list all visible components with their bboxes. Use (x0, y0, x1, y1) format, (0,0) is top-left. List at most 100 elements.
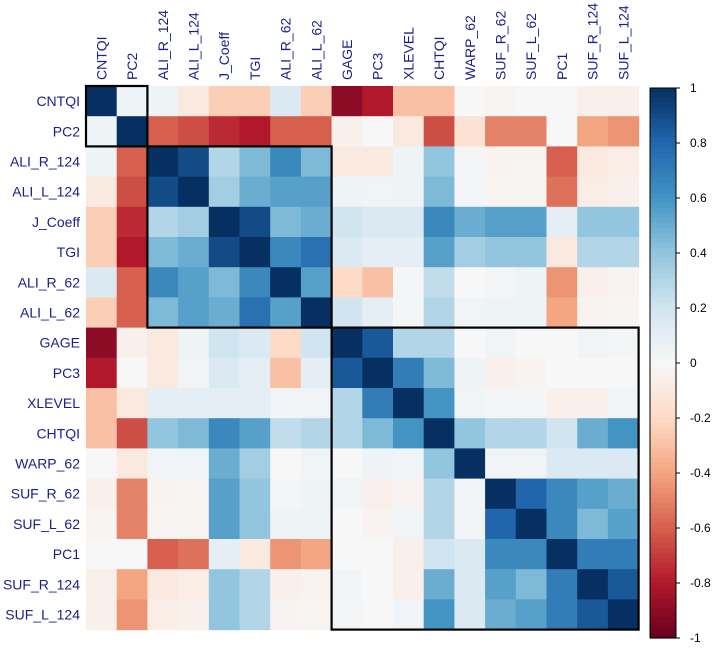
heatmap-cell-ALI_R_124-CNTQI (86, 146, 118, 178)
colorbar-segment (650, 393, 676, 399)
colorbar-segment (650, 258, 676, 264)
heatmap-cell-GAGE-WARP_62 (454, 327, 486, 359)
colorbar-segment (650, 293, 676, 299)
heatmap-cell-PC1-CNTQI (86, 539, 118, 570)
colorbar-segment (650, 368, 676, 374)
heatmap-cell-GAGE-ALI_R_124 (147, 327, 179, 359)
column-label-SUF_L_62: SUF_L_62 (523, 13, 539, 80)
heatmap-cell-CHTQI-SUF_L_62 (515, 418, 548, 449)
heatmap-cell-ALI_L_62-CHTQI (423, 297, 455, 329)
heatmap-cell-GAGE-PC1 (546, 327, 578, 359)
colorbar-segment (650, 573, 676, 579)
colorbar-segment (650, 503, 676, 509)
heatmap-cell-SUF_L_124-WARP_62 (454, 599, 486, 631)
heatmap-cell-ALI_R_62-GAGE (331, 267, 363, 298)
column-labels: CNTQI PC2 ALI_R_124 ALI_L_124 J_Coeff TGI ALI_… (93, 3, 631, 80)
heatmap-cell-SUF_R_62-GAGE (331, 478, 363, 510)
heatmap-cell-PC2-PC1 (546, 116, 578, 147)
colorbar-segment (650, 608, 676, 614)
heatmap-cell-SUF_L_62-PC2 (116, 508, 148, 540)
row-label-SUF_R_62: SUF_R_62 (11, 486, 80, 502)
colorbar-segment (650, 353, 676, 359)
colorbar-segment (650, 453, 676, 459)
colorbar-segment (650, 88, 676, 94)
heatmap-cell-PC2-TGI (239, 116, 271, 147)
heatmap-cell-CNTQI-SUF_R_62 (485, 86, 517, 117)
heatmap-cell-SUF_R_124-PC2 (116, 569, 148, 600)
heatmap-cell-SUF_L_124-ALI_R_124 (147, 599, 179, 631)
colorbar-segment (650, 593, 676, 599)
colorbar-segment (650, 423, 676, 429)
colorbar-segment (650, 348, 676, 354)
heatmap-cell-PC2-ALI_L_62 (300, 116, 333, 147)
heatmap-cell-PC2-SUF_R_62 (485, 116, 517, 147)
colorbar-segment (650, 183, 676, 189)
colorbar-segment (650, 428, 676, 434)
heatmap-cell-XLEVEL-WARP_62 (454, 388, 486, 419)
column-label-ALI_R_124: ALI_R_124 (155, 10, 171, 80)
colorbar-segment (650, 518, 676, 524)
heatmap-cell-PC2-WARP_62 (454, 116, 486, 147)
heatmap-cell-XLEVEL-GAGE (331, 388, 363, 419)
colorbar-segment (650, 203, 676, 209)
heatmap-cell-SUF_L_62-GAGE (331, 508, 363, 540)
heatmap-cell-ALI_R_62-ALI_R_124 (147, 267, 179, 298)
heatmap-cell-TGI-GAGE (331, 237, 363, 268)
heatmap-cell-WARP_62-PC2 (116, 448, 148, 480)
heatmap-cell-SUF_L_62-PC3 (362, 508, 394, 540)
heatmap-cell-PC1-TGI (239, 539, 271, 570)
heatmap-cell-XLEVEL-PC3 (362, 388, 394, 419)
heatmap-cell-PC1-SUF_R_124 (577, 539, 609, 570)
heatmap-cell-J_Coeff-PC1 (546, 206, 578, 238)
heatmap-cell-ALI_L_124-SUF_L_124 (607, 176, 640, 208)
heatmap-cell-WARP_62-ALI_R_124 (147, 448, 179, 480)
heatmap-cell-GAGE-XLEVEL (393, 327, 425, 359)
heatmap-cell-CNTQI-SUF_L_124 (607, 86, 640, 117)
colorbar-segment (650, 628, 676, 634)
heatmap-cell-ALI_L_62-SUF_L_124 (607, 297, 640, 329)
heatmap-cell-ALI_R_124-J_Coeff (208, 146, 241, 178)
heatmap-cell-ALI_L_62-ALI_R_62 (270, 297, 302, 329)
column-label-PC2: PC2 (124, 53, 140, 80)
heatmap-cell-PC3-CNTQI (86, 357, 118, 389)
heatmap-cell-ALI_R_62-PC1 (546, 267, 578, 298)
heatmap-cell-ALI_L_124-XLEVEL (393, 176, 425, 208)
row-label-TGI: TGI (57, 244, 80, 260)
colorbar-segment (650, 263, 676, 269)
colorbar-segment (650, 328, 676, 334)
heatmap-cell-ALI_L_124-SUF_R_62 (485, 176, 517, 208)
heatmap-cell-PC2-CHTQI (423, 116, 455, 147)
colorbar-segment (650, 98, 676, 104)
heatmap-cell-ALI_L_62-PC1 (546, 297, 578, 329)
column-label-SUF_R_124: SUF_R_124 (585, 3, 601, 80)
heatmap-cell-ALI_R_124-PC1 (546, 146, 578, 178)
heatmap-cell-XLEVEL-ALI_R_62 (270, 388, 302, 419)
heatmap-cell-SUF_L_124-GAGE (331, 599, 363, 631)
heatmap-cell-SUF_R_62-J_Coeff (208, 478, 241, 510)
heatmap-cell-PC3-GAGE (331, 357, 363, 389)
heatmap-cell-PC3-ALI_R_124 (147, 357, 179, 389)
heatmap-cell-PC3-PC2 (116, 357, 148, 389)
colorbar-segment (650, 363, 676, 369)
row-label-ALI_L_124: ALI_L_124 (12, 184, 80, 200)
heatmap-cell-PC1-ALI_R_62 (270, 539, 302, 570)
heatmap-cell-SUF_R_62-SUF_R_62 (485, 478, 517, 510)
colorbar-segment (650, 308, 676, 314)
row-labels: CNTQI PC2 ALI_R_124 ALI_L_124 J_Coeff TGI ALI_… (3, 93, 80, 622)
heatmap-cell-SUF_L_62-ALI_L_124 (178, 508, 210, 540)
colorbar-segment (650, 583, 676, 589)
heatmap-cell-CNTQI-PC1 (546, 86, 578, 117)
heatmap-cell-PC1-PC1 (546, 539, 578, 570)
heatmap-cell-PC3-SUF_L_124 (607, 357, 640, 389)
heatmap-cell-PC3-SUF_L_62 (515, 357, 548, 389)
colorbar-segment (650, 473, 676, 479)
heatmap-cell-SUF_R_62-TGI (239, 478, 271, 510)
heatmap-cell-PC3-SUF_R_62 (485, 357, 517, 389)
heatmap-cell-PC1-J_Coeff (208, 539, 241, 570)
heatmap-cell-XLEVEL-SUF_R_62 (485, 388, 517, 419)
heatmap-cell-ALI_L_124-J_Coeff (208, 176, 241, 208)
heatmap-cell-ALI_R_62-ALI_L_62 (300, 267, 333, 298)
heatmap-cell-SUF_L_62-ALI_R_62 (270, 508, 302, 540)
heatmap-cell-ALI_R_124-PC2 (116, 146, 148, 178)
heatmap-cell-GAGE-SUF_R_124 (577, 327, 609, 359)
